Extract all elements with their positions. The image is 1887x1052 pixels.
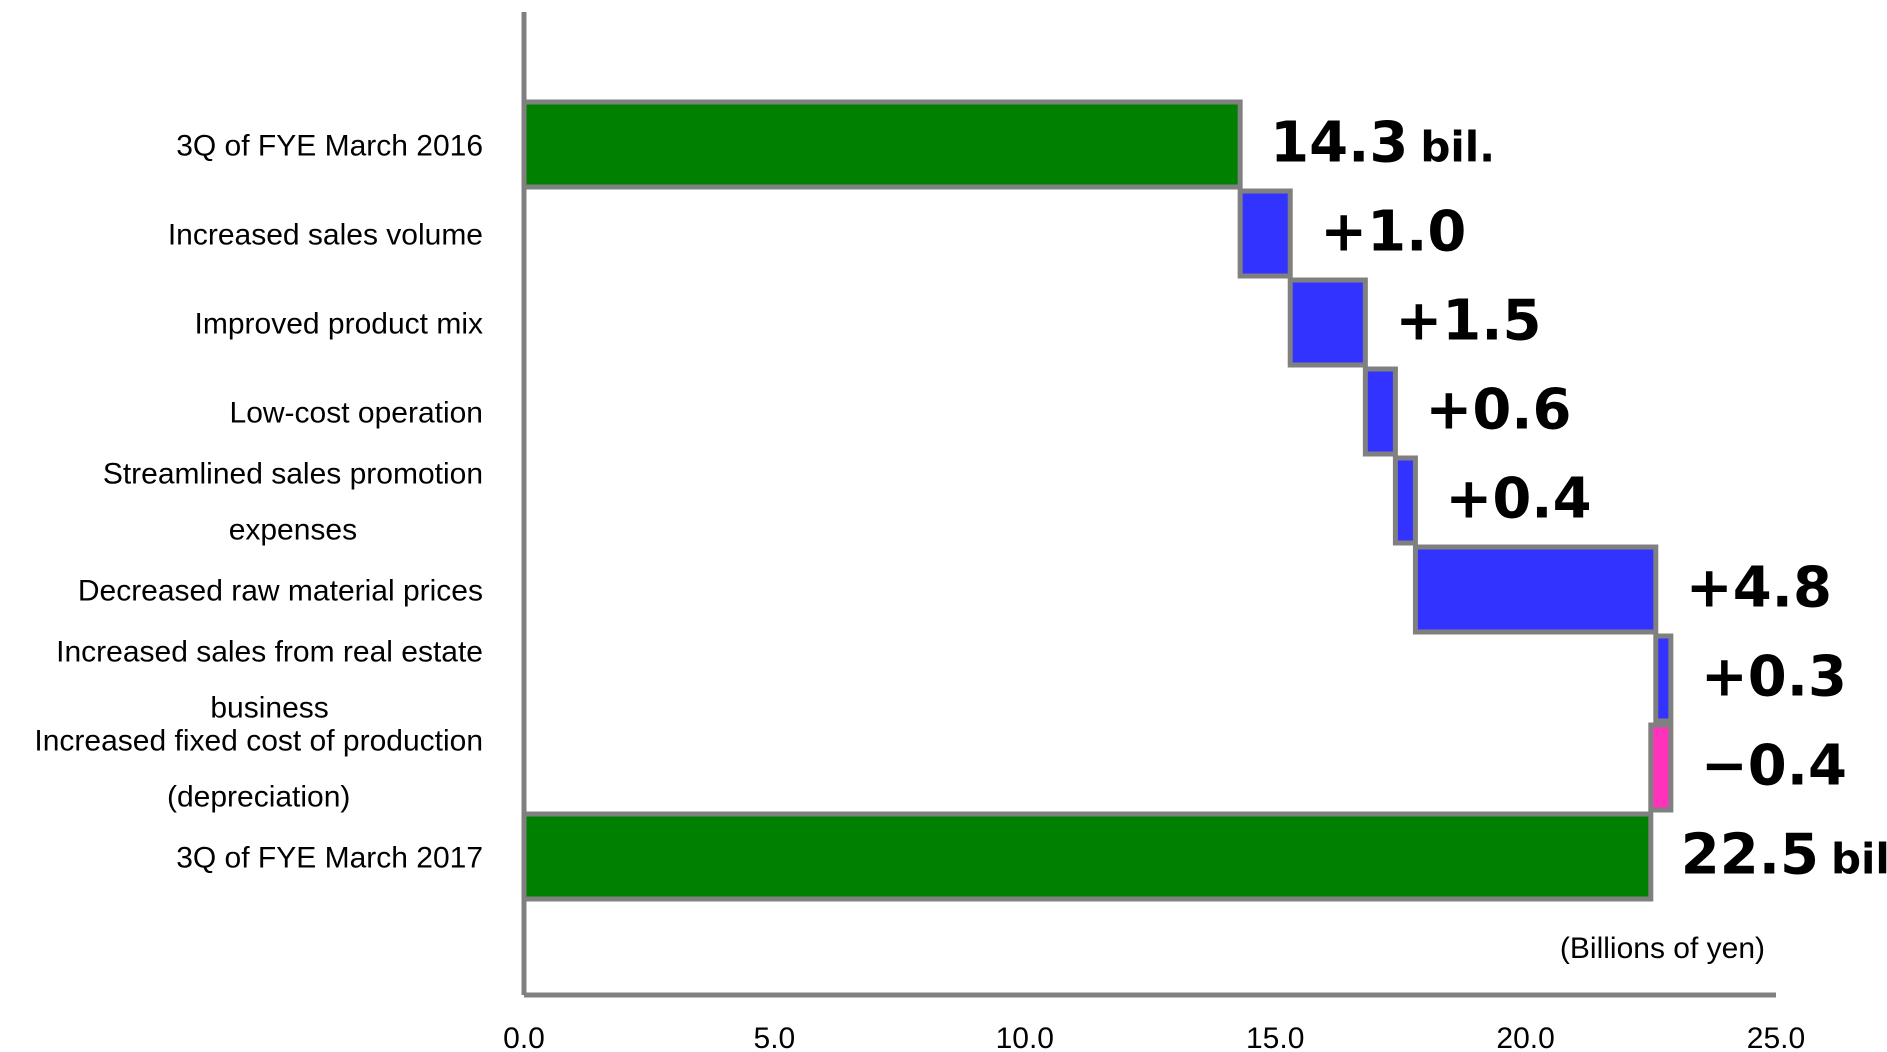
category-label: 3Q of FYE March 2016 [176,130,483,163]
x-tick-label: 10.0 [996,1022,1054,1052]
category-label: Increased fixed cost of production (depre… [34,725,483,814]
data-label: −0.4 [1701,734,1847,799]
category-label: Decreased raw material prices [78,575,483,608]
bar-total [521,811,1654,902]
axes-layer [521,12,1776,998]
data-label: +1.0 [1320,200,1466,265]
unit-label: (Billions of yen) [1560,932,1765,965]
bars-layer [521,99,1674,902]
bar-increase [1412,544,1659,635]
category-label: Streamlined sales promotion expenses [103,458,483,547]
data-label: +1.5 [1395,289,1541,354]
data-label: +0.3 [1701,645,1847,710]
bar-decrease [1648,722,1674,813]
data-label: +0.6 [1425,378,1571,443]
bar-increase [1362,366,1398,457]
tick-labels: 0.0 5.0 10.0 15.0 20.0 25.0 [503,1022,1805,1052]
bar-increase [1237,188,1293,279]
bar-increase [1392,455,1418,546]
data-label: +4.8 [1686,556,1832,621]
category-label: Improved product mix [195,308,483,341]
bar-increase [1653,633,1674,724]
x-tick-label: 0.0 [503,1022,545,1052]
x-tick-label: 20.0 [1496,1022,1554,1052]
category-label: Low-cost operation [230,397,483,430]
x-tick-label: 25.0 [1747,1022,1805,1052]
data-label: +0.4 [1445,467,1591,532]
bar-increase [1287,277,1368,368]
x-tick-label: 15.0 [1246,1022,1304,1052]
category-labels: 3Q of FYE March 2016 Increased sales volu… [34,130,483,875]
x-tick-label: 5.0 [754,1022,796,1052]
bar-total [521,99,1243,190]
value-labels: 14.3 bil. +1.0 +1.5 +0.6 +0.4 +4.8 +0.3 −0.4 22.5… [1270,111,1887,888]
category-label: Increased sales volume [168,219,483,252]
category-label: Increased sales from real estate business [56,636,483,725]
data-label: 14.3 bil. [1270,111,1495,176]
category-label: 3Q of FYE March 2017 [176,842,483,875]
